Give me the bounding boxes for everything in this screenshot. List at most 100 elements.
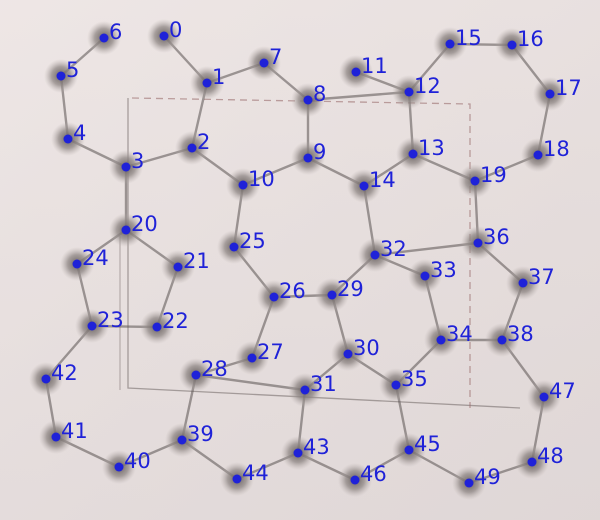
atom-label-45: 45 [414,432,441,456]
atom-label-35: 35 [401,367,428,391]
atom-dot-25 [229,242,239,252]
atom-dot-47 [539,392,549,402]
atom-dot-18 [533,150,543,160]
atom-dot-3 [121,162,131,172]
atom-dot-20 [121,225,131,235]
atom-label-44: 44 [242,461,269,485]
atom-dot-29 [327,290,337,300]
dashed-frame [119,97,521,409]
atom-label-14: 14 [369,168,396,192]
atom-label-8: 8 [313,82,326,106]
atom-dot-16 [507,40,517,50]
atom-dot-42 [41,374,51,384]
atom-dot-34 [436,335,446,345]
atom-dot-5 [56,71,66,81]
atom-dot-24 [72,259,82,269]
atom-dot-0 [159,31,169,41]
atom-label-41: 41 [61,419,88,443]
atom-dot-43 [293,448,303,458]
atom-markers [41,31,555,488]
atom-label-1: 1 [212,65,225,89]
atom-dot-49 [464,478,474,488]
atom-label-16: 16 [517,27,544,51]
atom-label-19: 19 [480,163,507,187]
atom-label-6: 6 [109,20,122,44]
atom-dot-13 [408,149,418,159]
atom-label-40: 40 [124,449,151,473]
atom-label-18: 18 [543,137,570,161]
atom-label-46: 46 [360,462,387,486]
atom-dot-31 [300,385,310,395]
atom-label-43: 43 [303,435,330,459]
atom-label-26: 26 [279,279,306,303]
atom-dot-39 [177,435,187,445]
atom-dot-8 [303,95,313,105]
atom-label-17: 17 [555,76,582,100]
atom-dot-9 [303,153,313,163]
atom-label-33: 33 [430,258,457,282]
atom-label-37: 37 [528,265,555,289]
atom-dot-23 [87,321,97,331]
atom-label-31: 31 [310,372,337,396]
atom-dot-28 [191,370,201,380]
atom-label-10: 10 [248,167,275,191]
atom-label-2: 2 [197,130,210,154]
atom-dot-30 [343,349,353,359]
atom-dot-37 [518,278,528,288]
atom-dot-7 [259,58,269,68]
atom-label-7: 7 [269,45,282,69]
atom-label-47: 47 [549,379,576,403]
atom-label-22: 22 [162,309,189,333]
atom-dot-6 [99,33,109,43]
atom-label-11: 11 [361,54,388,78]
atom-label-24: 24 [82,246,109,270]
atom-dot-11 [351,67,361,77]
atom-label-12: 12 [414,74,441,98]
atom-dot-40 [114,462,124,472]
atom-label-5: 5 [66,58,79,82]
atom-dot-21 [173,262,183,272]
atom-label-32: 32 [380,237,407,261]
atom-label-3: 3 [131,149,144,173]
atom-dot-48 [527,457,537,467]
atom-dot-27 [247,353,257,363]
atom-dot-17 [545,89,555,99]
atom-dot-10 [238,180,248,190]
atom-label-27: 27 [257,340,284,364]
atom-label-0: 0 [169,18,182,42]
atom-dot-12 [404,87,414,97]
bond-31-28 [194,373,307,392]
atom-dot-44 [232,474,242,484]
atom-dot-35 [391,380,401,390]
atom-dot-26 [269,292,279,302]
atom-label-28: 28 [201,357,228,381]
atom-label-38: 38 [507,322,534,346]
atom-dot-46 [350,475,360,485]
atom-label-13: 13 [418,136,445,160]
atom-label-42: 42 [51,361,78,385]
atom-dot-19 [470,176,480,186]
atom-dot-1 [202,78,212,88]
atom-dot-4 [63,134,73,144]
atom-label-49: 49 [474,465,501,489]
atom-dot-32 [370,250,380,260]
atom-dot-33 [420,271,430,281]
atom-label-29: 29 [337,277,364,301]
atom-label-20: 20 [131,212,158,236]
atom-label-4: 4 [73,121,86,145]
atom-dot-36 [473,238,483,248]
atom-label-34: 34 [446,322,473,346]
atom-dot-2 [187,143,197,153]
atom-dot-22 [152,322,162,332]
atom-dot-15 [445,39,455,49]
atom-label-15: 15 [455,26,482,50]
atom-label-23: 23 [97,308,124,332]
bond-36-32 [373,241,480,257]
atom-dot-45 [404,445,414,455]
atom-label-48: 48 [537,444,564,468]
atom-label-39: 39 [187,422,214,446]
atom-label-21: 21 [183,249,210,273]
